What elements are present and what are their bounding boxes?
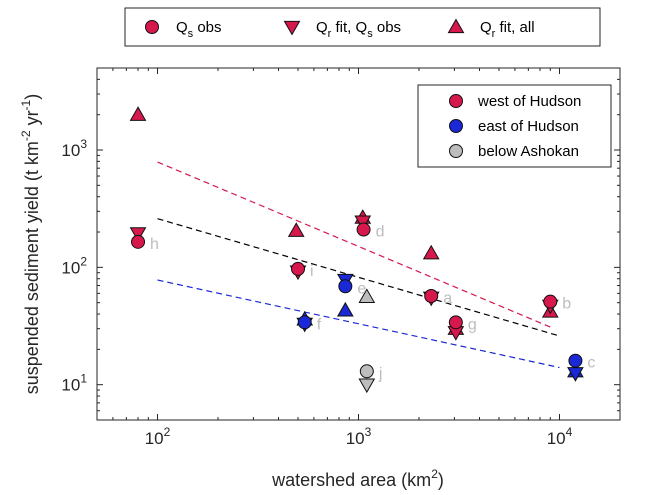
point-label: a (443, 290, 452, 307)
y-tick-label: 101 (61, 372, 87, 395)
legend-marker-west (449, 94, 463, 108)
data-point-west-circle (424, 288, 439, 303)
data-point-west-circle (356, 222, 371, 237)
legend-label-east: east of Hudson (478, 118, 579, 135)
point-label: h (150, 236, 159, 253)
legend-marker-triangle-up (447, 18, 465, 34)
legend-label-west: west of Hudson (477, 93, 581, 110)
y-axis-label: suspended sediment yield (t km-2 yr-1) (19, 94, 42, 394)
legend-marker-triangle-down (283, 20, 301, 36)
top-legend-box (124, 7, 601, 47)
data-point-east-circle (297, 315, 312, 330)
data-point-east-circle (338, 279, 353, 294)
legend-label-below: below Ashokan (478, 143, 579, 160)
data-point-west-triangle-up (422, 244, 440, 260)
point-label: g (468, 316, 477, 333)
data-point-west-circle (543, 294, 558, 309)
x-tick-label: 104 (547, 425, 573, 448)
legend-marker-circle (145, 20, 159, 34)
data-point-below-triangle-down (358, 378, 376, 394)
point-label: i (310, 263, 314, 280)
y-tick-label: 102 (61, 254, 87, 277)
data-point-east-triangle-up (336, 301, 354, 317)
data-point-east-circle (568, 353, 583, 368)
data-point-below-triangle-up (358, 288, 376, 304)
point-label: e (357, 280, 366, 297)
top-legend: Qs obs Qr fit, Qs obs Qr fit, all (124, 7, 601, 47)
x-axis-label: watershed area (km2) (271, 467, 444, 490)
data-point-west-triangle-up (287, 222, 305, 237)
legend-label: Qs obs (176, 19, 222, 40)
data-point-west-circle (131, 234, 146, 249)
fit-line-east (157, 279, 560, 369)
data-point-below-circle (359, 364, 374, 379)
point-label: f (317, 316, 322, 333)
y-tick-label: 103 (61, 137, 87, 160)
x-tick-label: 102 (145, 425, 171, 448)
point-label: b (562, 296, 571, 313)
point-label: d (376, 224, 385, 241)
data-point-west-triangle-down (129, 227, 147, 242)
legend-label: Qr fit, Qs obs (316, 19, 401, 40)
legend-marker-east (449, 119, 463, 133)
data-point-west-circle (290, 261, 305, 276)
point-label: j (378, 365, 383, 382)
x-tick-label: 103 (346, 425, 372, 448)
legend-marker-below (449, 144, 463, 158)
point-label: c (587, 355, 595, 372)
data-point-west-circle (448, 315, 463, 330)
data-point-west-triangle-up (129, 106, 147, 121)
group-legend: west of Hudson east of Hudson below Ashoka… (417, 84, 612, 168)
fit-line-west (157, 161, 551, 328)
legend-label: Qr fit, all (480, 19, 535, 40)
